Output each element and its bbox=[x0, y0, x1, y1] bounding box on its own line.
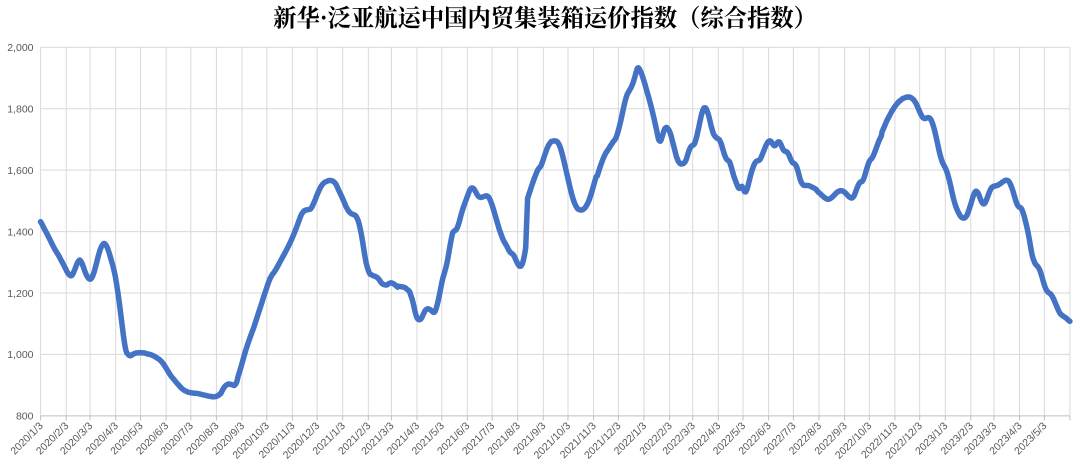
svg-text:1,600: 1,600 bbox=[7, 165, 33, 177]
svg-text:800: 800 bbox=[16, 411, 34, 423]
svg-text:2,000: 2,000 bbox=[7, 42, 33, 54]
svg-text:1,200: 1,200 bbox=[7, 288, 33, 300]
svg-text:1,800: 1,800 bbox=[7, 104, 33, 116]
svg-text:1,400: 1,400 bbox=[7, 226, 33, 238]
svg-text:1,000: 1,000 bbox=[7, 349, 33, 361]
